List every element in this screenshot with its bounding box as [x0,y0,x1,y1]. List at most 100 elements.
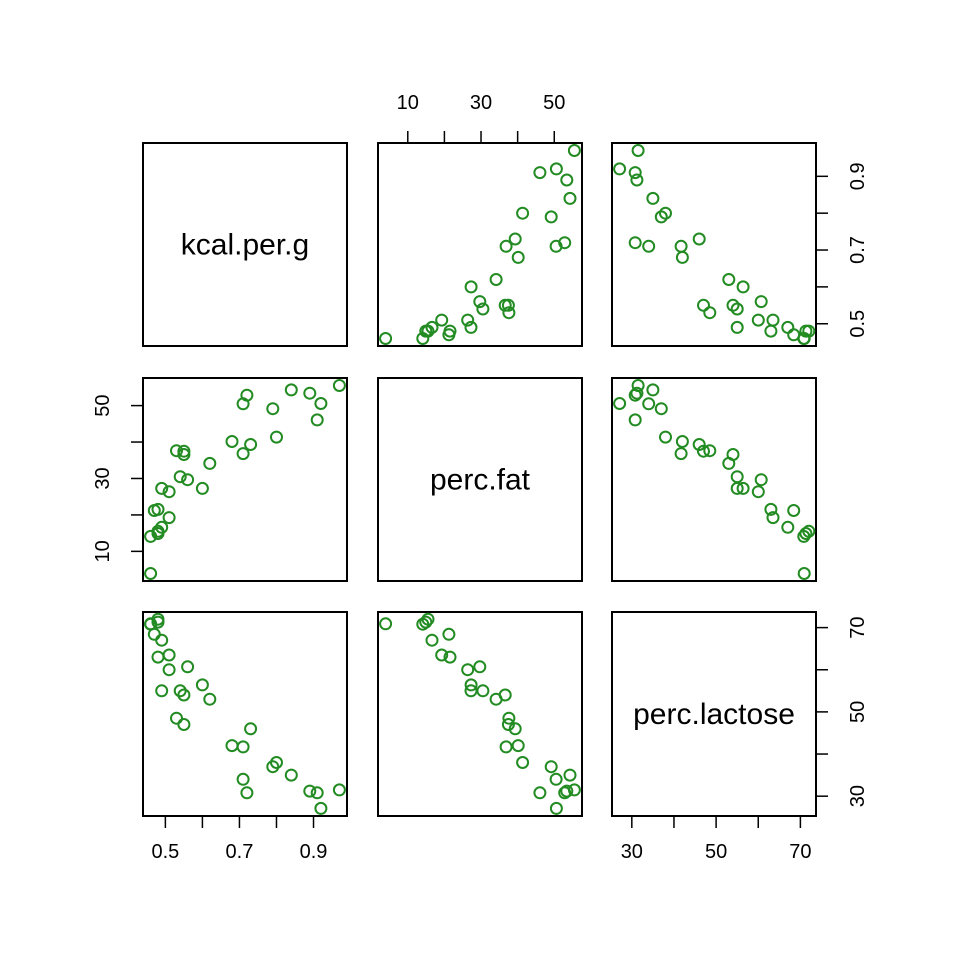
data-point [549,801,563,815]
tick-label-perc.fat: 10 [92,540,114,562]
data-point [751,485,765,499]
data-point [736,481,750,495]
data-point [162,663,176,677]
data-point [628,166,642,180]
data-point [730,470,744,484]
data-point [419,615,433,629]
data-point [379,332,393,345]
data-point [464,678,478,692]
data-point [303,784,317,798]
data-point [240,388,254,402]
data-point [764,502,778,516]
data-point [236,772,250,786]
data-point [730,481,744,495]
data-point [697,444,710,458]
data-point [751,313,765,327]
data-point [516,756,530,769]
data-point [270,430,283,444]
data-point [498,688,512,702]
data-point [476,302,490,316]
data-point [170,444,183,458]
data-point [177,718,191,731]
axes-layer: 0.5 0.7 0.9 30 50 70 10 30 50 10 30 50 0.5 0.7 0.9 30 50… [92,92,869,863]
data-point [203,692,217,706]
data-point [736,280,750,294]
data-point [442,627,456,641]
data-point [236,740,250,754]
data-point [303,386,317,400]
scatter-panel-kcal.per.g-vs-perc.fat [379,144,581,345]
data-point [613,397,627,410]
data-point [314,397,328,410]
data-point [489,273,503,286]
data-point [628,413,642,427]
data-point [797,567,811,580]
tick-label-perc.lactose: 30 [847,785,869,807]
data-point [501,298,515,312]
data-point [567,783,581,797]
variable-label: kcal.per.g [181,229,309,262]
data-point [787,328,801,342]
data-point [787,504,801,517]
data-point [266,760,280,774]
data-point [473,295,487,309]
data-point [674,447,688,461]
tick-label-perc.fat: 30 [92,467,114,489]
data-point [533,786,547,800]
data-point [173,470,187,484]
data-point [464,320,478,334]
tick-label-perc.lactose: 70 [789,841,811,863]
data-point [558,236,572,250]
tick-label-kcal.per.g: 0.9 [847,162,869,190]
data-point [613,162,627,176]
data-point [225,739,239,753]
data-point [549,772,563,786]
data-point [726,298,740,312]
data-point [630,386,644,400]
data-point [675,250,689,264]
data-point [155,481,169,495]
data-point [544,210,558,224]
data-point [659,430,672,444]
data-point [703,306,717,320]
data-point [314,801,328,815]
tick-label-perc.lactose: 50 [847,701,869,723]
data-point [781,520,795,534]
data-point [766,511,780,525]
data-point [464,280,478,294]
data-point [147,627,161,641]
data-point [284,768,298,782]
data-point [802,324,816,338]
panel-grid: kcal.per.g perc.fat perc.lactose [142,142,817,817]
data-point [332,783,346,797]
data-point [244,438,258,451]
data-point [473,660,487,674]
data-point [802,524,816,538]
data-point [236,447,250,461]
data-point [181,473,195,487]
tick-label-perc.fat: 30 [470,92,492,114]
data-point [511,250,525,264]
data-point [754,473,768,487]
data-point [630,173,644,187]
data-point [151,612,165,626]
data-point [155,684,169,698]
tick-label-kcal.per.g: 0.7 [847,236,869,264]
data-point [754,295,768,309]
data-point [646,383,660,397]
points-layer [144,144,816,815]
data-point [151,502,165,516]
data-point [461,663,475,677]
scatter-panel-perc.fat-vs-kcal.per.g [144,379,346,580]
data-point [499,740,513,754]
tick-label-kcal.per.g: 0.9 [300,841,328,863]
data-point [628,236,642,250]
data-point [675,435,689,448]
data-point [502,711,516,725]
tick-label-perc.fat: 50 [92,394,114,416]
data-point [533,166,547,180]
data-point [379,617,393,631]
data-point [162,648,176,662]
variable-label: perc.lactose [633,698,795,731]
